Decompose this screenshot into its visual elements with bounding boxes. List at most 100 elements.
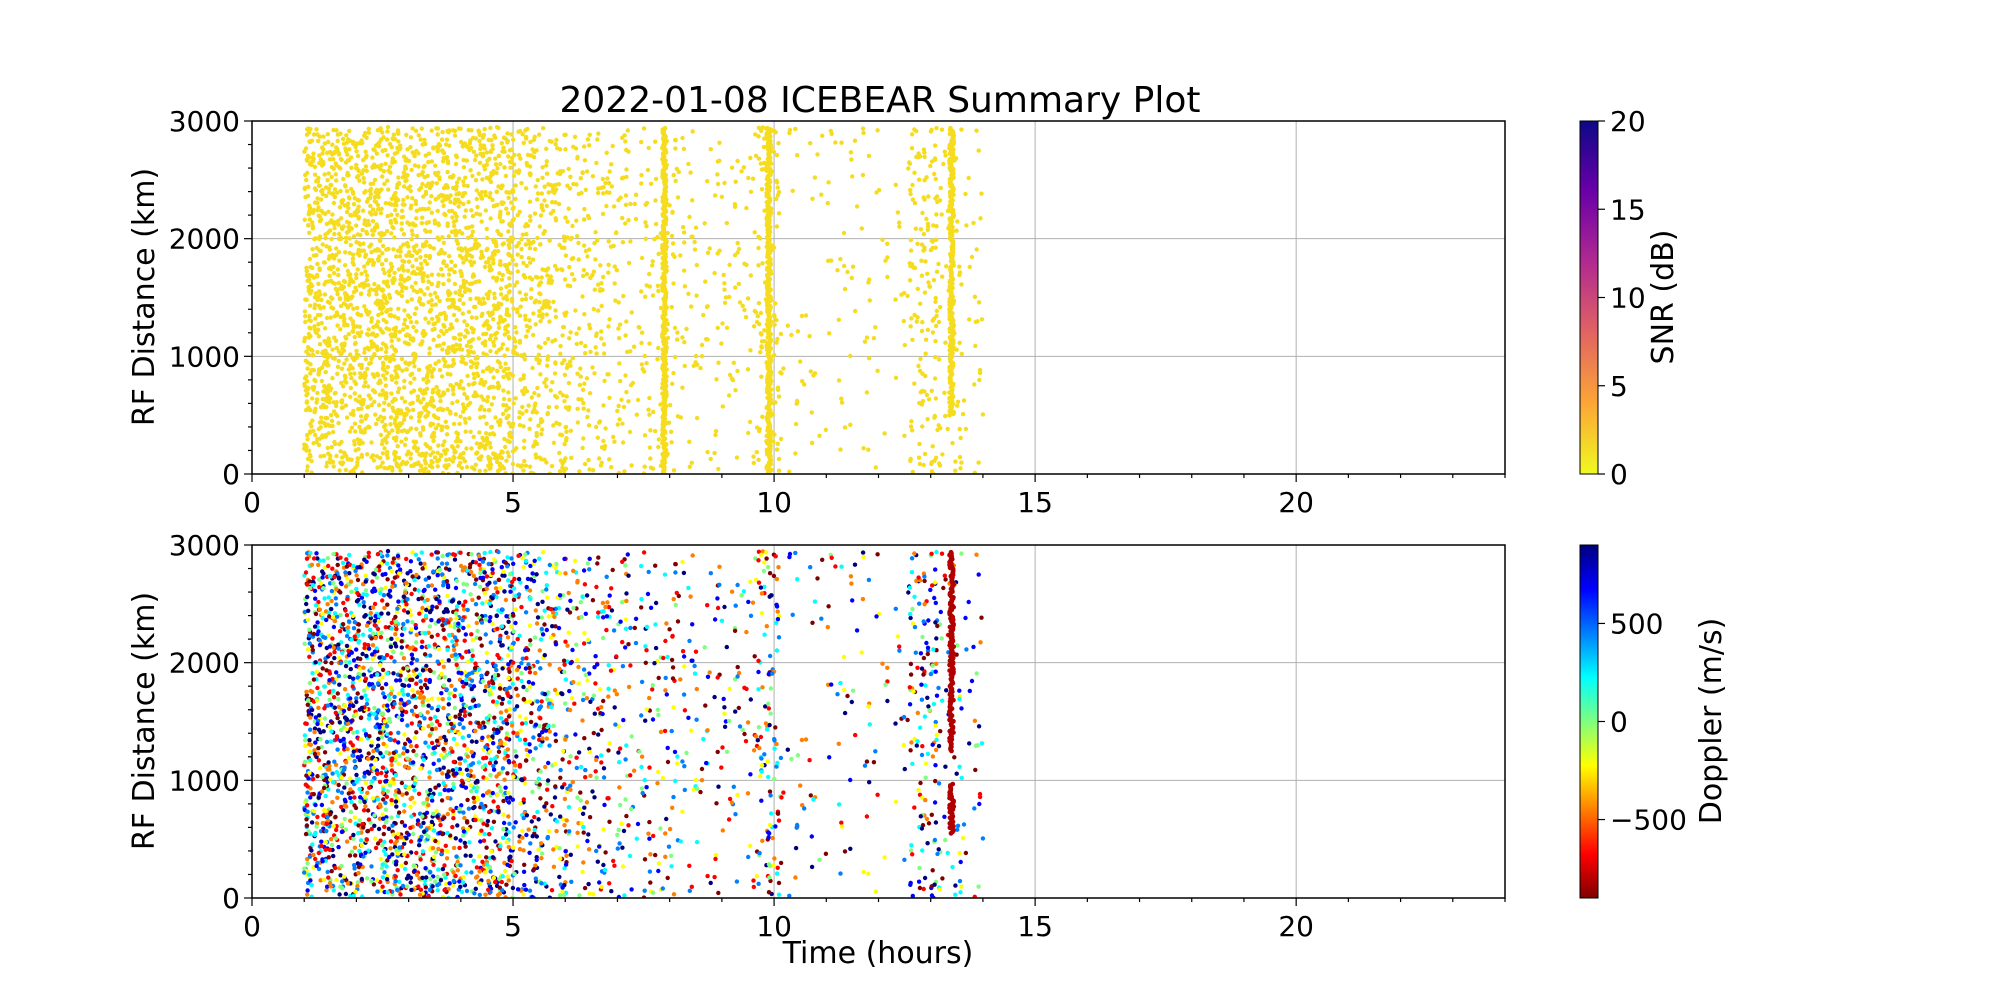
snr-point bbox=[525, 389, 529, 393]
snr-point bbox=[677, 170, 681, 174]
snr-point bbox=[537, 133, 541, 137]
snr-point bbox=[349, 166, 353, 170]
snr-point bbox=[971, 221, 975, 225]
snr-point bbox=[339, 351, 343, 355]
doppler-point bbox=[352, 795, 356, 799]
snr-ytick-label: 1000 bbox=[169, 340, 240, 373]
snr-point bbox=[343, 280, 347, 284]
snr-point bbox=[487, 138, 491, 142]
snr-point bbox=[399, 274, 403, 278]
snr-point bbox=[874, 190, 878, 194]
doppler-point bbox=[394, 804, 398, 808]
snr-point bbox=[588, 391, 592, 395]
snr-point bbox=[380, 419, 384, 423]
snr-point bbox=[396, 408, 400, 412]
snr-point bbox=[620, 422, 624, 426]
snr-point bbox=[454, 192, 458, 196]
snr-point bbox=[833, 140, 837, 144]
doppler-point bbox=[405, 876, 409, 880]
snr-point bbox=[308, 291, 312, 295]
snr-point bbox=[465, 465, 469, 469]
snr-point bbox=[323, 424, 327, 428]
snr-point bbox=[560, 361, 564, 365]
snr-point bbox=[539, 417, 543, 421]
snr-point bbox=[450, 401, 454, 405]
snr-point bbox=[467, 310, 471, 314]
snr-point bbox=[705, 179, 709, 183]
snr-point bbox=[586, 137, 590, 141]
snr-point bbox=[853, 139, 857, 143]
snr-point bbox=[466, 236, 470, 240]
snr-point bbox=[906, 166, 910, 170]
snr-point bbox=[421, 425, 425, 429]
snr-point bbox=[345, 140, 349, 144]
snr-point bbox=[601, 212, 605, 216]
snr-point bbox=[522, 459, 526, 463]
snr-point bbox=[690, 461, 694, 465]
snr-point bbox=[457, 204, 461, 208]
snr-point bbox=[592, 270, 596, 274]
snr-point bbox=[700, 354, 704, 358]
snr-point bbox=[331, 191, 335, 195]
snr-point bbox=[358, 394, 362, 398]
snr-point bbox=[474, 463, 478, 467]
snr-point bbox=[331, 265, 335, 269]
snr-point bbox=[392, 357, 396, 361]
snr-point bbox=[910, 428, 914, 432]
snr-point bbox=[414, 427, 418, 431]
snr-point bbox=[358, 371, 362, 375]
snr-point bbox=[671, 252, 675, 256]
snr-point bbox=[612, 440, 616, 444]
snr-point bbox=[503, 362, 507, 366]
snr-point bbox=[622, 405, 626, 409]
snr-point bbox=[430, 460, 434, 464]
snr-point bbox=[548, 139, 552, 143]
doppler-point bbox=[362, 688, 366, 692]
snr-point bbox=[563, 216, 567, 220]
doppler-point bbox=[440, 771, 444, 775]
snr-point bbox=[369, 212, 373, 216]
snr-point bbox=[379, 207, 383, 211]
snr-point bbox=[720, 321, 724, 325]
snr-point bbox=[793, 451, 797, 455]
snr-point bbox=[367, 393, 371, 397]
snr-point bbox=[330, 143, 334, 147]
snr-point bbox=[414, 216, 418, 220]
snr-point bbox=[955, 219, 959, 223]
snr-point bbox=[569, 456, 573, 460]
snr-point bbox=[933, 196, 937, 200]
snr-point bbox=[470, 174, 474, 178]
snr-point bbox=[485, 150, 489, 154]
snr-point bbox=[363, 376, 367, 380]
snr-point bbox=[926, 222, 930, 226]
snr-point bbox=[842, 231, 846, 235]
snr-point bbox=[471, 330, 475, 334]
snr-point bbox=[453, 228, 457, 232]
snr-point bbox=[676, 195, 680, 199]
snr-point bbox=[524, 186, 528, 190]
snr-point bbox=[373, 226, 377, 230]
snr-point bbox=[545, 273, 549, 277]
snr-point bbox=[424, 153, 428, 157]
snr-point bbox=[916, 364, 920, 368]
snr-point bbox=[428, 453, 432, 457]
snr-point bbox=[434, 173, 438, 177]
snr-point bbox=[451, 344, 455, 348]
snr-point bbox=[851, 265, 855, 269]
snr-point bbox=[627, 261, 631, 265]
snr-point bbox=[654, 222, 658, 226]
snr-point bbox=[509, 221, 513, 225]
snr-point bbox=[688, 465, 692, 469]
snr-point bbox=[528, 173, 532, 177]
snr-point bbox=[320, 435, 324, 439]
snr-point bbox=[547, 300, 551, 304]
snr-point bbox=[326, 451, 330, 455]
snr-point bbox=[912, 381, 916, 385]
snr-point bbox=[409, 464, 413, 468]
snr-point bbox=[383, 377, 387, 381]
snr-point bbox=[875, 128, 879, 132]
snr-point bbox=[536, 191, 540, 195]
snr-point bbox=[404, 286, 408, 290]
snr-point bbox=[367, 131, 371, 135]
snr-point bbox=[549, 388, 553, 392]
